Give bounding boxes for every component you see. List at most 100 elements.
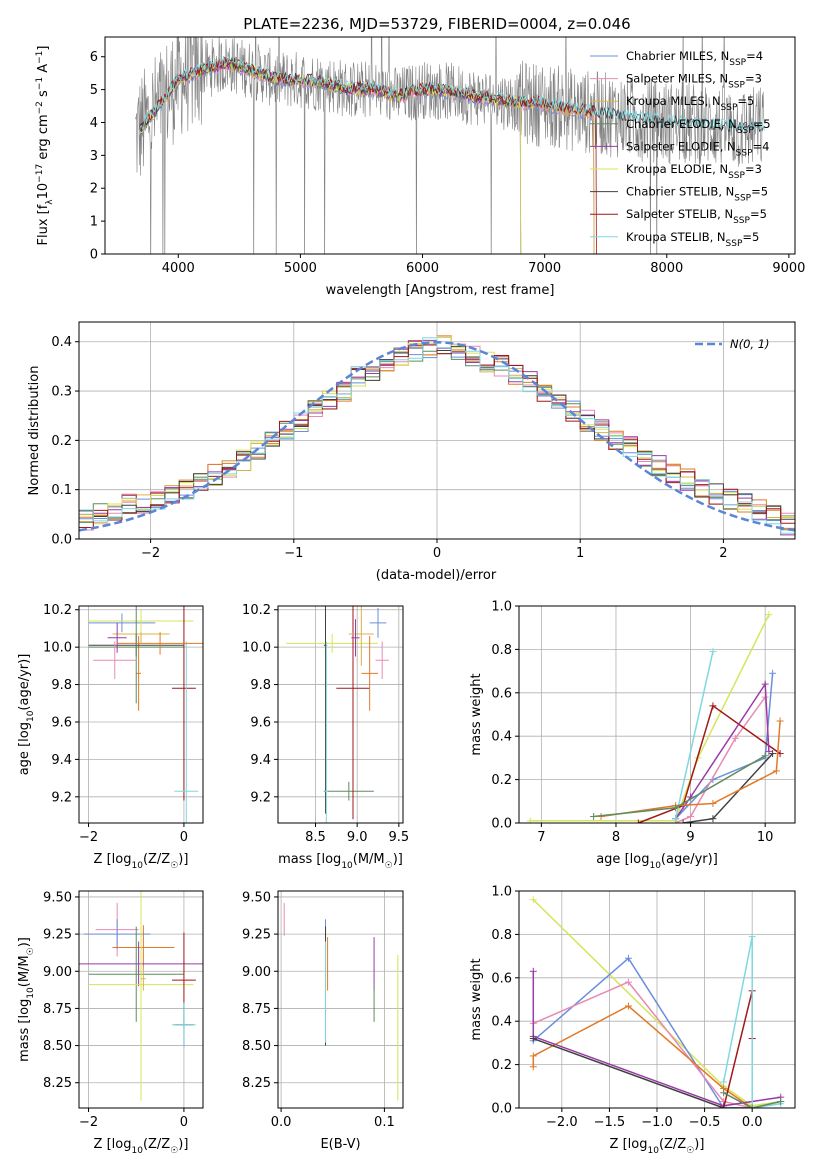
mass_weight_vs_age-xtick-label: 10 <box>757 830 774 845</box>
residuals-axes: −2 −1 0 1 2 0.0 0.1 0.2 0.3 0.4 (data-model)/error… <box>27 321 796 583</box>
age_vs_Z-xtick-label: −2 <box>79 830 98 845</box>
mass_weight_vs_Z-xtick-label: 0.0 <box>742 1115 763 1130</box>
legend-entry-part: SSP <box>728 81 745 91</box>
mass_vs_Z-ytick-label: 8.50 <box>43 1039 72 1054</box>
age_vs_mass-xlabel-part: (M/M <box>353 852 385 867</box>
age_vs_Z-ytick-label: 10.2 <box>43 603 72 618</box>
mass_vs_Z-ytick-label: 8.25 <box>43 1076 72 1091</box>
mass_vs_Z-ylabel-part: (M/M <box>17 955 32 987</box>
age_vs_mass-ytick-label: 10.0 <box>242 641 271 656</box>
spectrum-ytick-label: 2 <box>90 182 98 197</box>
axes-frame <box>78 890 204 1109</box>
legend-entry: Kroupa STELIB, NSSP=5 <box>626 230 759 249</box>
spectrum-plot-area <box>135 37 765 254</box>
mass-weight-line <box>533 1037 753 1108</box>
legend-entry-part: Kroupa MILES, N <box>626 94 721 108</box>
legend-entry-part: Salpeter STELIB, N <box>626 207 733 221</box>
mass_weight_vs_Z-ylabel: mass weight <box>469 958 484 1040</box>
age_vs_mass-xlabel-part: 10 <box>341 861 353 871</box>
mass_vs_Z-axes: −2 08.258.508.759.009.259.50Z [log10(Z/Z☉… <box>17 890 204 1156</box>
age_vs_Z-ylabel-part: 10 <box>26 710 36 722</box>
spectrum-ylabel-part: A <box>36 64 51 77</box>
legend-entry-part: Salpeter MILES, N <box>626 72 728 86</box>
age_vs_Z-plot-area <box>79 606 203 823</box>
mass-weight-line <box>675 673 774 820</box>
mass_weight_vs_Z-xtick-label: −2.0 <box>546 1115 578 1130</box>
spectrum-model-line <box>138 55 765 134</box>
mass_weight_vs_age-xlabel-part: age [log <box>596 852 649 867</box>
spectrum-xlabel: wavelength [Angstrom, rest frame] <box>326 283 555 298</box>
legend-entry-part: Chabrier MILES, N <box>626 49 729 63</box>
residuals-ytick-label: 0.4 <box>51 335 72 350</box>
figure-title: PLATE=2236, MJD=53729, FIBERID=0004, z=0… <box>243 15 630 33</box>
residual-hist <box>79 344 795 528</box>
residuals-plot-area <box>79 322 795 539</box>
mass_weight_vs_age-xlabel-part: (age/yr)] <box>661 852 718 867</box>
legend-entry-part: Salpeter ELODIE, N <box>626 139 736 153</box>
age_vs_mass-xlabel-part: ☉ <box>385 861 393 871</box>
mass_vs_Z-xtick-label: −2 <box>79 1115 98 1130</box>
residuals-ytick-label: 0.2 <box>51 434 72 449</box>
spectrum-ylabel-part: −17 <box>35 164 45 183</box>
normal-curve <box>79 340 795 532</box>
mass_vs_Z-ylabel-part: mass [log <box>17 999 32 1062</box>
mass_weight_vs_Z-axes: −2.0 −1.5 −1.0 −0.5 0.0 0.0 0.2 0.4 0.6 0.8 1.0 Z [… <box>469 885 796 1156</box>
mass_weight_vs_age-xtick-label: 9 <box>686 830 694 845</box>
mass_vs_Z-ylabel-part: ☉ <box>26 947 36 955</box>
mass-weight-line <box>723 1092 781 1108</box>
residuals-xtick-label: 2 <box>719 546 727 561</box>
mass_weight_vs_Z-plot-area <box>519 891 795 1108</box>
axes-frame <box>277 890 404 1109</box>
spectrum-ytick-label: 5 <box>90 83 98 98</box>
axes-frame <box>78 321 796 540</box>
legend-entry-part: SSP <box>729 58 746 68</box>
residuals-xtick-label: 0 <box>433 546 441 561</box>
age_vs_mass-ytick-label: 10.2 <box>242 603 271 618</box>
age_vs_Z-ylabel: age [log10(age/yr)] <box>17 654 36 776</box>
age_vs_mass-ytick-label: 9.4 <box>250 753 271 768</box>
mass_weight_vs_Z-xlabel-part: (Z/Z <box>659 1137 686 1152</box>
spectrum-ytick-label: 1 <box>90 215 98 230</box>
legend-entry-part: =4 <box>753 139 770 153</box>
legend-entry-part: SSP <box>737 126 754 136</box>
axes-frame <box>78 605 204 824</box>
spectrum-ytick-label: 0 <box>90 248 98 263</box>
mass_weight_vs_Z-xtick-label: −1.5 <box>594 1115 626 1130</box>
mass_vs_ebv-ytick-label: 8.50 <box>242 1039 271 1054</box>
mass_weight_vs_age-ytick-label: 0.8 <box>491 643 512 658</box>
mass_weight_vs_Z-ytick-label: 0.0 <box>491 1102 512 1117</box>
age_vs_Z-ytick-label: 9.4 <box>51 753 72 768</box>
mass_weight_vs_Z-ytick-label: 1.0 <box>491 885 512 900</box>
mass_weight_vs_Z-xlabel-part: Z [log <box>610 1137 648 1152</box>
residuals-ytick-label: 0.3 <box>51 385 72 400</box>
spectrum-ytick-label: 3 <box>90 149 98 164</box>
age_vs_Z-ylabel-part: (age/yr)] <box>17 654 32 711</box>
legend-entry-part: SSP <box>736 148 753 158</box>
age_vs_mass-xlabel-part: )] <box>393 852 403 867</box>
age_vs_Z-xlabel: Z [log10(Z/Z☉)] <box>94 852 189 871</box>
legend-entry-part: SSP <box>734 194 751 204</box>
mass_weight_vs_age-ytick-label: 1.0 <box>491 600 512 615</box>
age_vs_Z-ytick-label: 9.8 <box>51 678 72 693</box>
spectrum-ylabel-part: Flux [f <box>36 204 51 245</box>
spectrum-xtick-label: 7000 <box>528 261 561 276</box>
mass_weight_vs_Z-ytick-label: 0.8 <box>491 928 512 943</box>
residuals-ytick-label: 0.1 <box>51 483 72 498</box>
mass_vs_Z-ytick-label: 9.50 <box>43 890 72 905</box>
spectrum-xtick-label: 8000 <box>650 261 683 276</box>
mass-weight-line <box>722 936 781 1108</box>
mass_weight_vs_age-xtick-label: 8 <box>612 830 620 845</box>
legend-entry: Chabrier STELIB, NSSP=5 <box>626 185 768 204</box>
axes-frame <box>104 36 796 255</box>
age_vs_Z-xtick-label: 0 <box>180 830 188 845</box>
legend-entry-part: SSP <box>726 239 743 249</box>
mass_vs_ebv-xtick-label: 0.1 <box>374 1115 395 1130</box>
mass-weight-line <box>533 981 753 1108</box>
legend-entry-part: Kroupa ELODIE, N <box>626 162 728 176</box>
mass-weight-line <box>530 614 770 822</box>
spectrum-ylabel: Flux [fλ10−17 erg cm−2 s−1 A−1] <box>35 46 55 246</box>
mass_vs_ebv-ytick-label: 9.00 <box>242 965 271 980</box>
legend-entry: Chabrier MILES, NSSP=4 <box>626 49 763 68</box>
mass_vs_ebv-axes: 0.0 0.1 8.25 8.50 8.75 9.00 9.25 9.50 E(B-V) <box>242 890 404 1152</box>
